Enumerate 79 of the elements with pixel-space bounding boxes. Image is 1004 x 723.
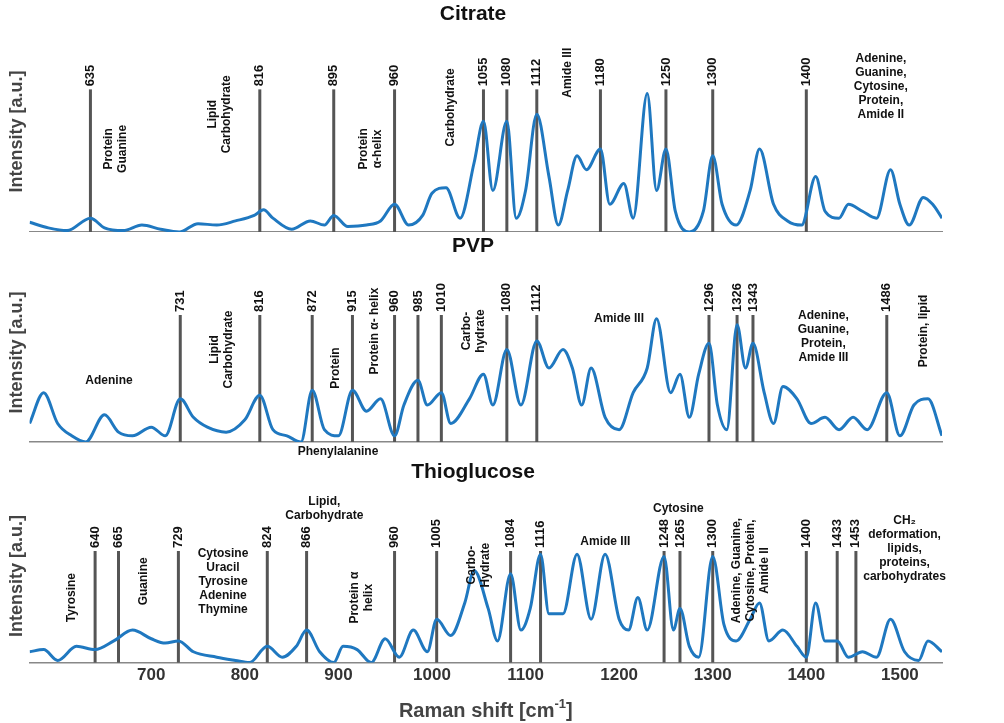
ref-line-label: 1116 <box>532 520 548 548</box>
annotation: Amide III <box>594 311 645 325</box>
annotation: Carbo- hydrate <box>459 309 488 353</box>
text: Phenylalanine <box>297 444 379 459</box>
ref-line-label: 1400 <box>797 57 813 87</box>
annotation: Protein, lipid <box>916 294 931 368</box>
chart-title: Citrate <box>439 1 507 25</box>
ref-line-label: 960 <box>386 64 402 87</box>
ref-line-label: 1250 <box>657 57 673 87</box>
ref-line-label: 1112 <box>528 58 544 87</box>
text: Lipid, Carbohydrate <box>285 494 364 523</box>
ref-line-label: 1248 <box>655 519 671 548</box>
y-axis-title: Intensity [a.u.] <box>5 291 26 414</box>
ref-line-label: 816 <box>251 64 267 87</box>
x-tick-label: 1300 <box>693 665 732 685</box>
ref-line-label: 915 <box>344 290 360 312</box>
ref-line-label: 1453 <box>847 519 863 548</box>
ref-line-label: 960 <box>386 526 402 548</box>
annotation: Lipid Carbohydrate <box>206 310 235 389</box>
annotation: Adenine, Guanine, Cytosine, Protein, Amide II <box>728 517 771 624</box>
x-tick-label: 1100 <box>507 665 545 685</box>
ref-line-label: 1005 <box>428 519 444 548</box>
chart-title: PVP <box>451 233 495 257</box>
ref-line-label: 960 <box>386 290 402 312</box>
ref-line-label: 1343 <box>744 283 760 312</box>
ref-line-label: 1080 <box>498 283 514 312</box>
x-tick-label: 1200 <box>600 665 639 685</box>
ref-line-label: 1055 <box>475 57 491 87</box>
x-tick-label: 700 <box>137 665 166 685</box>
annotation: CH₂ deformation, lipids, proteins, carbohydrates <box>863 513 947 584</box>
ref-line-label: 1296 <box>700 283 716 312</box>
x-tick-label: 900 <box>324 665 353 685</box>
annotation: Carbohydrate <box>442 68 457 147</box>
annotation: Protein α-helix <box>356 128 385 170</box>
ref-line-label: 729 <box>169 526 185 548</box>
annotation: Cytosine Uracil Tyrosine Adenine Thymine <box>197 545 249 616</box>
ref-line-label: 1400 <box>797 519 813 548</box>
y-axis-title: Intensity [a.u.] <box>5 70 26 193</box>
ref-line-label: 1080 <box>498 57 514 87</box>
ref-line-label: 895 <box>325 64 341 87</box>
chart-title: Thioglucose <box>411 459 535 483</box>
ref-line-label: 1300 <box>704 519 720 548</box>
ref-line-label: 1265 <box>671 519 687 548</box>
ref-line-label: 1486 <box>878 283 894 312</box>
x-tick-label: 1400 <box>787 665 826 685</box>
ref-line-label: 1433 <box>828 519 844 548</box>
annotation: Adenine <box>85 372 133 387</box>
ref-line-label: 1084 <box>502 518 518 548</box>
ref-line-label: 1326 <box>728 283 744 312</box>
text: Amide III <box>580 533 631 548</box>
ref-line-label: 816 <box>251 290 267 312</box>
annotation: Lipid Carbohydrate <box>204 74 233 154</box>
text: Cytosine <box>652 501 704 516</box>
annotation: Protein Guanine <box>100 124 129 173</box>
ref-line-label: 635 <box>82 64 97 87</box>
ref-line-label: 985 <box>409 290 425 312</box>
x-tick-label: 1500 <box>880 665 919 685</box>
ref-line-label: 665 <box>110 526 126 548</box>
annotation: Adenine, Guanine, Protein, Amide III <box>797 308 850 365</box>
ref-line-label: 824 <box>258 525 274 548</box>
ref-line-label: 640 <box>86 526 102 548</box>
ref-line-label: 866 <box>298 526 314 548</box>
x-tick-label: 800 <box>230 665 260 685</box>
annotation: Carbo- Hydrate <box>463 542 492 588</box>
annotation: Amide III <box>560 47 575 98</box>
annotation: Guanine <box>135 556 150 606</box>
x-tick-label: 1000 <box>413 665 451 685</box>
annotation: Protein <box>328 347 343 389</box>
y-axis-title: Intensity [a.u.] <box>5 514 26 637</box>
ref-line-label: 1300 <box>704 57 720 87</box>
ref-line-label: 872 <box>303 290 319 312</box>
annotation: Adenine, Guanine, Cytosine, Protein, Amide II <box>853 50 908 121</box>
annotation: Protein α- helix <box>366 287 381 375</box>
ref-line-label: 1112 <box>528 284 544 312</box>
ref-line-label: 731 <box>171 290 187 312</box>
ref-line-label: 1010 <box>432 283 448 312</box>
annotation: Protein α helix <box>347 570 376 624</box>
ref-line-label: 1180 <box>592 58 608 87</box>
annotation: Tyrosine <box>63 572 78 623</box>
